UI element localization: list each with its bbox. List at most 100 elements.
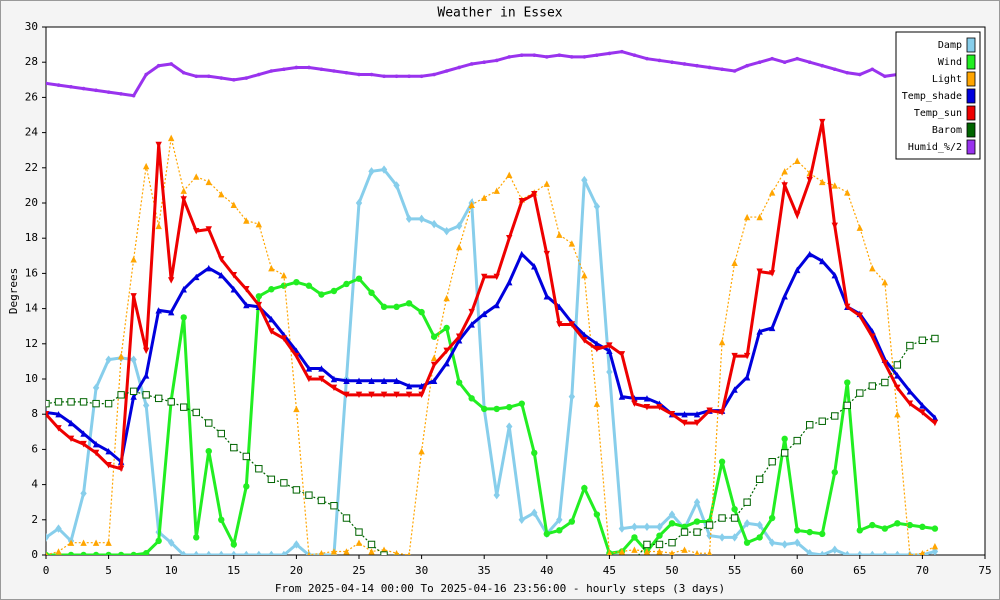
point [142, 401, 150, 410]
point [181, 70, 186, 75]
point [782, 60, 787, 64]
point [858, 72, 862, 77]
point [293, 352, 300, 360]
point [105, 551, 112, 555]
point [794, 157, 801, 164]
legend-label: Temp_sun [914, 108, 962, 119]
point [844, 303, 851, 311]
point [394, 74, 399, 79]
point [357, 72, 361, 77]
point [493, 273, 500, 281]
point [506, 403, 513, 411]
point [820, 63, 825, 68]
point [119, 92, 123, 96]
point [468, 395, 475, 402]
point [205, 419, 213, 427]
legend-swatch [966, 71, 976, 87]
point [142, 162, 150, 170]
point [557, 53, 562, 57]
point [681, 411, 688, 418]
point [193, 173, 200, 180]
point [794, 212, 801, 219]
point [218, 271, 225, 279]
point [493, 405, 500, 413]
point [330, 287, 338, 295]
y-tick-label: 26 [25, 90, 38, 103]
point [380, 377, 388, 384]
point [806, 549, 813, 555]
point [205, 226, 212, 233]
point [844, 379, 851, 386]
point [432, 72, 436, 77]
point [493, 187, 500, 194]
point [706, 407, 713, 414]
point [668, 510, 676, 519]
point [457, 65, 461, 70]
point [180, 187, 187, 194]
point [332, 69, 336, 73]
point [593, 400, 601, 407]
point [618, 548, 626, 555]
point [155, 537, 162, 545]
point [244, 76, 249, 80]
point [56, 83, 61, 87]
point [518, 515, 525, 524]
point [919, 523, 926, 531]
point [806, 421, 814, 429]
point [154, 394, 163, 403]
point [856, 550, 863, 555]
point [531, 263, 538, 270]
point [455, 333, 463, 340]
point [755, 475, 764, 484]
point [819, 530, 826, 538]
point [745, 63, 749, 68]
point [168, 134, 175, 142]
point [418, 308, 425, 316]
point [394, 550, 400, 555]
point [906, 341, 914, 350]
point [931, 414, 939, 421]
point [707, 65, 712, 70]
point [282, 67, 286, 72]
point [593, 340, 601, 347]
x-tick-label: 75 [978, 564, 991, 577]
point [606, 550, 612, 555]
point [593, 511, 601, 518]
point [643, 540, 651, 549]
point [92, 399, 100, 408]
point [894, 372, 901, 379]
point [881, 550, 889, 555]
point [768, 538, 776, 547]
point [568, 240, 576, 247]
point [756, 534, 763, 541]
point [482, 60, 487, 64]
point [218, 256, 225, 263]
point [756, 268, 763, 275]
point [556, 515, 563, 524]
point [280, 271, 288, 279]
chart-title: Weather in Essex [437, 6, 562, 21]
point [444, 69, 449, 73]
point [105, 355, 112, 364]
point [919, 409, 926, 416]
point [46, 551, 48, 555]
point [781, 540, 788, 549]
point [94, 88, 98, 93]
y-tick-label: 6 [31, 442, 38, 455]
point [294, 65, 299, 70]
legend-label: Wind [938, 57, 962, 68]
point [518, 250, 525, 258]
point [743, 213, 751, 221]
point [455, 243, 463, 251]
point [407, 551, 411, 555]
series-line [46, 121, 936, 471]
point [105, 447, 112, 455]
point [768, 458, 776, 466]
point [317, 496, 326, 505]
y-axis-label: Degrees [7, 268, 20, 314]
point [781, 435, 788, 443]
point [419, 74, 424, 79]
legend-box [895, 31, 981, 160]
point [618, 524, 626, 533]
point [443, 347, 450, 355]
